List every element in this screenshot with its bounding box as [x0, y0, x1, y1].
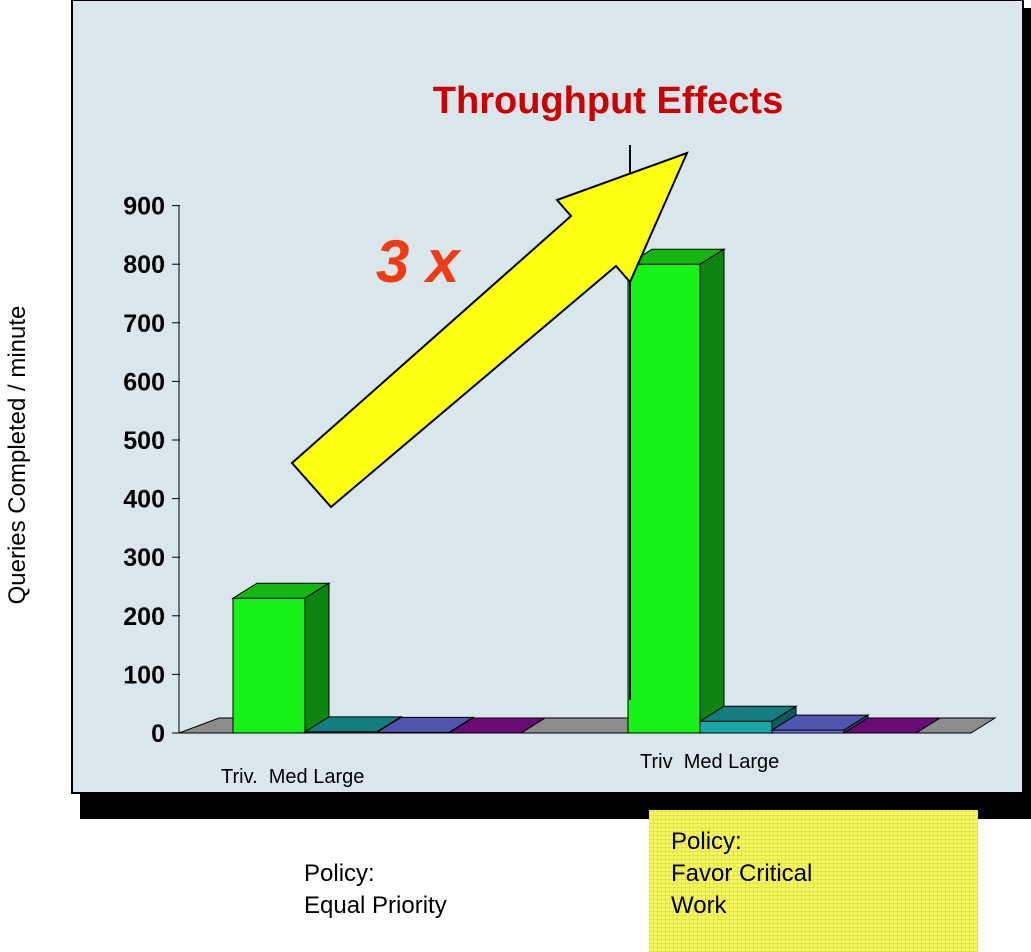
y-tick-label: 100 — [123, 661, 165, 689]
group-label: Triv. Med Large — [221, 766, 364, 788]
bar — [231, 582, 331, 734]
y-axis-label-box: Queries Completed / minute — [0, 240, 36, 670]
increase-arrow — [290, 151, 689, 509]
chart-title: Throughput Effects — [433, 80, 783, 122]
policy-caption-line: Work — [671, 892, 727, 919]
bar-side — [699, 248, 725, 734]
bar-front — [699, 720, 773, 734]
y-tick-label: 500 — [123, 427, 165, 455]
group-labels: Triv. Med Large Triv Med Large — [221, 751, 779, 788]
y-tick-label: 700 — [123, 310, 165, 338]
bar-side — [520, 717, 546, 734]
bars — [231, 248, 942, 734]
policy-caption-line: Favor Critical — [671, 860, 813, 887]
policy-caption-line: Policy: — [671, 828, 742, 855]
bar-front — [627, 263, 701, 734]
policy-caption-favor: Policy: Favor Critical Work — [649, 810, 978, 952]
group-label: Triv Med Large — [640, 751, 779, 773]
bar — [626, 248, 726, 734]
y-tick-label: 400 — [123, 486, 165, 514]
bar — [842, 717, 942, 734]
y-tick-label: 900 — [123, 193, 165, 221]
bar-side — [915, 717, 941, 734]
y-tick-label: 600 — [123, 368, 165, 396]
y-tick-label: 800 — [123, 251, 165, 279]
policy-caption-line: Equal Priority — [304, 892, 447, 919]
policy-caption-equal: Policy: Equal Priority — [304, 858, 447, 922]
y-axis-label: Queries Completed / minute — [4, 305, 31, 605]
y-tick-label: 300 — [123, 544, 165, 572]
plot-background — [71, 0, 1024, 794]
bar-front — [232, 597, 306, 734]
bar — [447, 717, 547, 734]
bar-side — [304, 582, 330, 734]
policy-caption-line: Policy: — [304, 860, 375, 887]
bar — [698, 705, 798, 734]
y-tick-label: 200 — [123, 603, 165, 631]
annotation-3x: 3 x — [376, 228, 462, 295]
y-axis: 0 100 200 300 400 500 600 700 800 900 — [123, 193, 180, 748]
bar — [770, 714, 870, 734]
y-tick-label: 0 — [151, 720, 165, 748]
